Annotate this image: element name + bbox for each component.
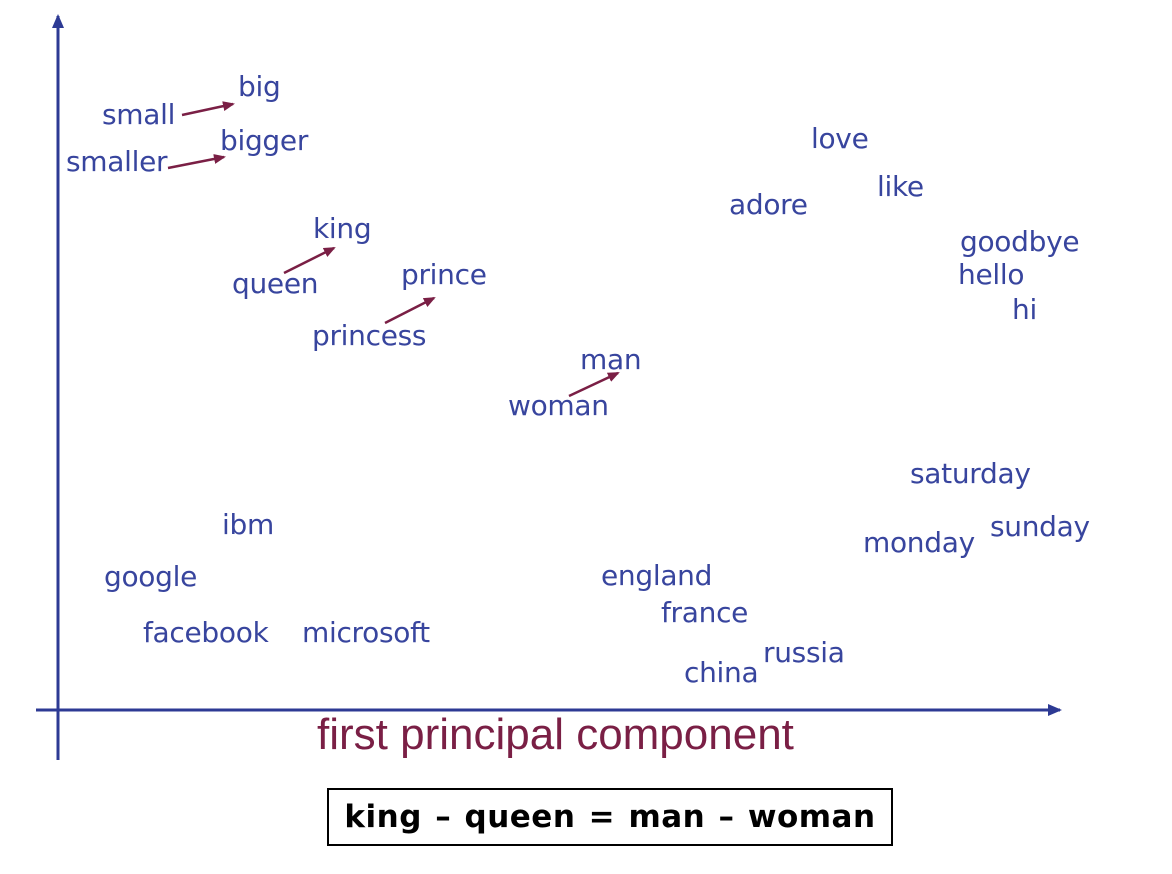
equation-box: king – queen = man – woman	[327, 788, 893, 846]
word-microsoft: microsoft	[302, 616, 430, 649]
word-russia: russia	[763, 636, 845, 669]
word-goodbye: goodbye	[960, 225, 1080, 258]
word-like: like	[877, 170, 924, 203]
equation-text: king – queen = man – woman	[344, 799, 876, 835]
x-axis-label: first principal component	[317, 710, 794, 759]
word-adore: adore	[729, 188, 808, 221]
arrow-smaller-to-bigger	[167, 154, 226, 170]
word-small: small	[102, 98, 176, 131]
word-prince: prince	[401, 258, 487, 291]
word-ibm: ibm	[222, 508, 274, 541]
word-hi: hi	[1012, 293, 1037, 326]
word-man: man	[580, 343, 642, 376]
arrow-woman-to-man	[568, 371, 620, 398]
word-love: love	[811, 122, 869, 155]
word-woman: woman	[508, 389, 609, 422]
word-france: france	[661, 596, 749, 629]
word-queen: queen	[232, 267, 319, 300]
word-king: king	[313, 212, 372, 245]
word-hello: hello	[958, 258, 1025, 291]
word-smaller: smaller	[66, 145, 168, 178]
word-google: google	[104, 560, 198, 593]
word-sunday: sunday	[990, 510, 1090, 543]
word-big: big	[238, 70, 281, 103]
word-china: china	[684, 656, 759, 689]
arrow-small-to-big	[181, 101, 235, 117]
word-england: england	[601, 559, 713, 592]
word-princess: princess	[312, 319, 427, 352]
word-monday: monday	[863, 526, 975, 559]
word-bigger: bigger	[220, 124, 309, 157]
arrow-princess-to-prince	[384, 296, 436, 325]
word-saturday: saturday	[910, 457, 1031, 490]
arrow-queen-to-king	[283, 246, 336, 275]
word-facebook: facebook	[143, 616, 269, 649]
